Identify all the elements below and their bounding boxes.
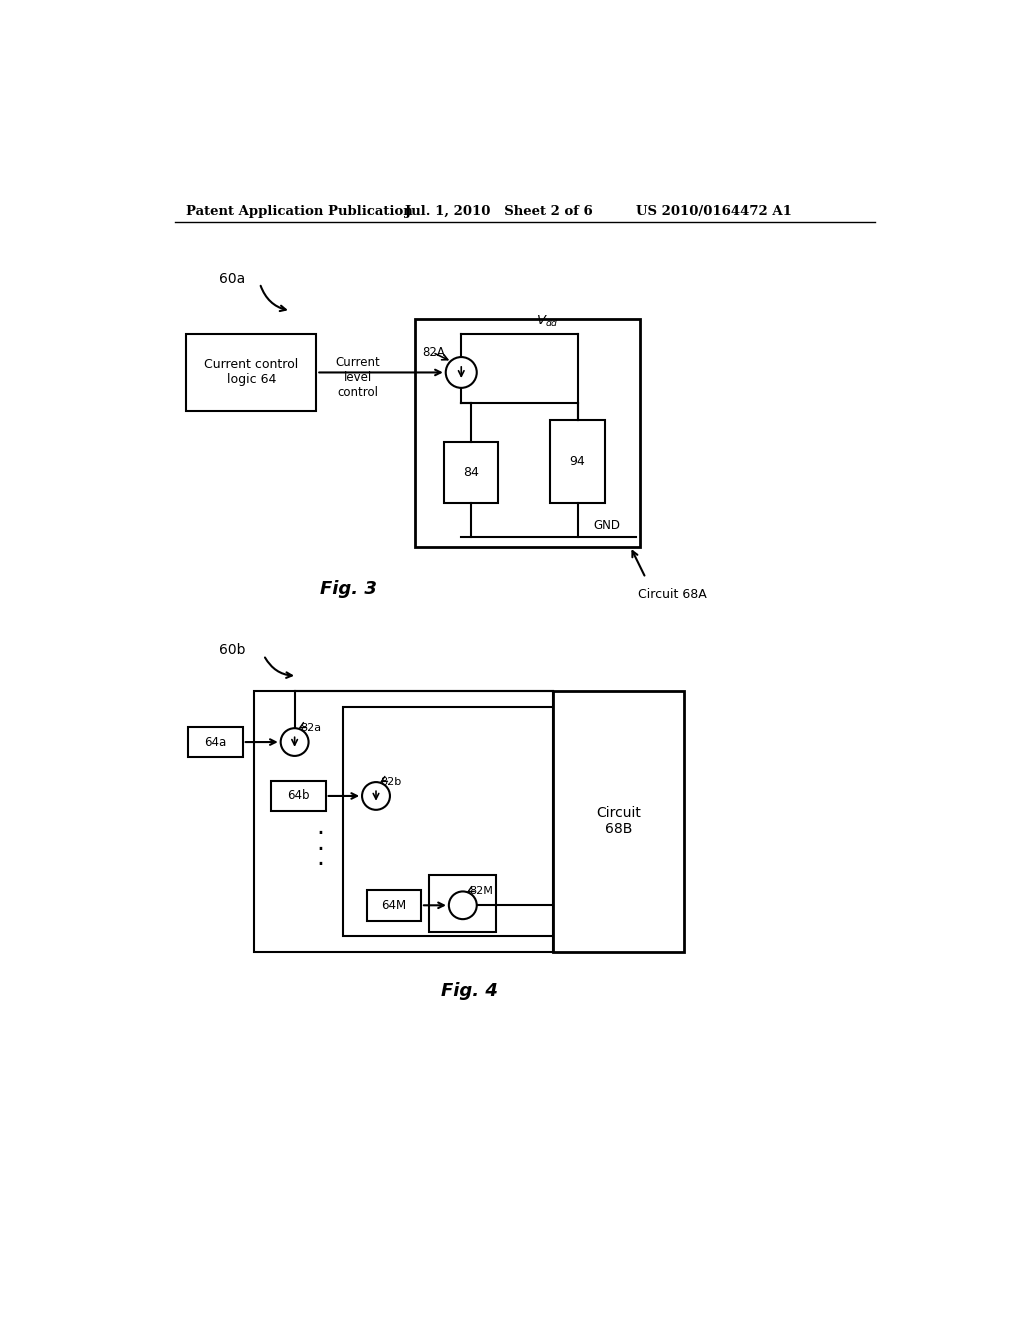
Text: 60b: 60b [219, 644, 246, 657]
Bar [186, 334, 316, 411]
Text: ⋅: ⋅ [316, 838, 325, 862]
Text: US 2010/0164472 A1: US 2010/0164472 A1 [636, 205, 792, 218]
Text: GND: GND [593, 519, 620, 532]
Bar [188, 726, 243, 758]
Bar [254, 692, 553, 952]
Text: Jul. 1, 2010   Sheet 2 of 6: Jul. 1, 2010 Sheet 2 of 6 [406, 205, 593, 218]
Text: Current
level
control: Current level control [336, 356, 381, 400]
Bar [444, 442, 499, 503]
Bar [415, 318, 640, 548]
Text: Circuit
68B: Circuit 68B [596, 807, 641, 837]
Circle shape [449, 891, 477, 919]
Text: 94: 94 [569, 455, 586, 469]
Bar [550, 420, 604, 503]
Bar [553, 692, 684, 952]
Text: Patent Application Publication: Patent Application Publication [186, 205, 413, 218]
Circle shape [281, 729, 308, 756]
Text: 82a: 82a [300, 723, 322, 733]
Text: 64a: 64a [205, 735, 226, 748]
Text: Fig. 4: Fig. 4 [440, 982, 498, 1001]
Bar [271, 780, 326, 812]
Text: 64b: 64b [288, 789, 309, 803]
Text: 64M: 64M [381, 899, 407, 912]
Text: ⋅: ⋅ [316, 822, 325, 846]
Text: Circuit 68A: Circuit 68A [638, 589, 707, 601]
Text: ⋅: ⋅ [316, 853, 325, 878]
Text: 82M: 82M [469, 886, 493, 896]
Circle shape [445, 356, 477, 388]
Bar [367, 890, 421, 921]
Text: Fig. 3: Fig. 3 [321, 581, 377, 598]
Text: Current control
logic 64: Current control logic 64 [204, 359, 298, 387]
Text: 82b: 82b [381, 776, 401, 787]
Bar [429, 874, 496, 932]
Text: 84: 84 [464, 466, 479, 479]
Text: 60a: 60a [219, 272, 246, 286]
Text: 82A: 82A [423, 346, 445, 359]
Circle shape [362, 781, 390, 810]
Text: $V_{dd}$: $V_{dd}$ [537, 314, 559, 330]
Bar [343, 706, 553, 936]
